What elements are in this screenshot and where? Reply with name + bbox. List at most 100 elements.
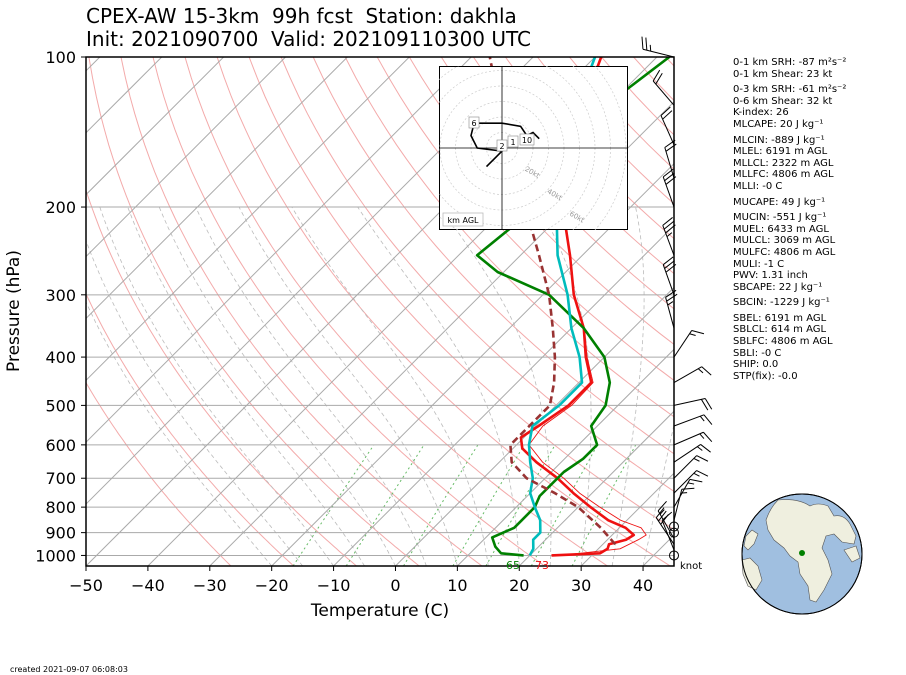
stat-line: MLLI: -0 C [733,180,783,192]
mixing-ratio-line [292,444,375,566]
moist-adiabat [538,206,592,566]
wind-barb [673,478,703,508]
wind-barb [669,521,679,532]
globe-land-west [743,529,759,551]
wind-barb [669,527,679,538]
wind-barb [662,217,676,256]
stat-line: 0-6 km Shear: 32 kt [733,95,833,107]
stat-line: STP(fix): -0.0 [733,370,798,382]
isotherm [86,57,224,196]
y-tick-label: 900 [45,524,76,543]
y-tick-label: 100 [45,48,76,67]
mixing-ratio-line [403,444,479,566]
wind-barb [669,550,679,561]
y-tick-label: 400 [45,348,76,367]
isotherm [457,348,674,566]
globe-land-africa-europe [765,499,857,603]
stat-line: MUCIN: -551 J kg⁻¹ [733,212,827,224]
wind-barb [673,444,711,463]
moist-adiabat [99,206,334,566]
dry-adiabat [344,57,674,418]
y-tick-label: 800 [45,498,76,517]
x-tick-label: 0 [390,576,400,595]
x-tick-label: 20 [509,576,529,595]
station-marker [799,550,805,556]
stat-line: SBEL: 6191 m AGL [733,312,827,324]
stat-line: SBLFC: 4806 m AGL [733,336,833,348]
dry-adiabat [440,57,674,310]
stat-line: MLLFC: 4806 m AGL [733,169,834,181]
moist-adiabat [158,206,396,566]
dry-adiabat [86,292,295,566]
isotherm [86,57,286,258]
stat-line: MUCAPE: 49 J kg⁻¹ [733,196,826,208]
surface-temperature-label: 73 [535,559,549,572]
created-timestamp: created 2021-09-07 06:08:03 [10,665,128,674]
y-tick-label: 1000 [35,546,76,565]
stat-line: SBLCL: 614 m AGL [733,324,827,336]
isotherm [86,57,348,320]
wind-barb [655,507,675,545]
moist-adiabat [127,206,365,566]
stat-line: SBLI: -0 C [733,347,782,359]
station-globe [741,493,863,615]
wind-barb [664,139,677,179]
hodograph-inset: 20kt40kt60kt80kt62110 km AGL [439,66,628,230]
y-tick-label: 300 [45,286,76,305]
isotherm [271,162,674,566]
isotherm [86,57,163,134]
chart-subtitle: Init: 2021090700 Valid: 202109110300 UTC [86,27,532,51]
wind-barb [673,366,712,384]
stat-line: SHIP: 0.0 [733,359,779,371]
hodograph-height-label: 10 [522,136,532,145]
dry-adiabat [86,188,357,566]
moist-adiabat [86,239,303,566]
isotherm [395,286,674,566]
isotherm [518,410,674,566]
chart-axes: −50 −40 −30 −20 −10 0 10 20 30 40 100 200 300 400 500 6… [35,48,653,595]
moist-adiabat [195,206,427,566]
x-tick-label: 10 [447,576,467,595]
mixing-ratio-line [571,444,637,566]
x-tick-label: −10 [317,576,351,595]
x-tick-label: 40 [633,576,653,595]
isotherm [86,57,472,443]
dry-adiabat [408,57,674,346]
wind-barb [657,501,675,539]
stat-line: MULCL: 3069 m AGL [733,235,836,247]
dry-adiabat [248,57,674,531]
dry-adiabat [152,57,546,566]
isotherm [86,57,410,382]
dry-adiabat [120,57,483,566]
wind-barb [673,414,713,427]
wind-barbs [641,36,713,566]
moist-adiabat [357,206,520,566]
stability-indices-panel: 0-1 km SRH: -87 m²s⁻² 0-1 km Shear: 23 kt… [733,57,903,382]
isotherm [209,101,674,566]
stat-line: MLLCL: 2322 m AGL [733,157,834,169]
stat-line: PWV: 1.31 inch [733,270,808,282]
wind-barb [673,329,705,358]
stat-line: 0-3 km SRH: -61 m²s⁻² [733,84,847,96]
wind-barb [641,36,675,58]
wind-barb [673,397,713,411]
wind-barb [673,455,709,479]
wind-unit-label: knot [680,561,702,572]
x-tick-label: −30 [193,576,227,595]
globe-land-south-america [741,557,763,591]
stat-line: MLCAPE: 20 J kg⁻¹ [733,118,824,130]
x-tick-label: −40 [131,576,165,595]
stat-line: MUEL: 6433 m AGL [733,223,829,235]
wind-barb [673,431,713,446]
wind-barb [662,256,677,295]
wind-barb [660,106,675,145]
wind-barb [652,69,675,106]
y-tick-label: 700 [45,469,76,488]
dry-adiabat [184,57,608,566]
virtual_temperature-line [528,294,647,556]
stat-line: K-index: 26 [733,107,789,119]
wind-barb [673,487,695,521]
y-tick-label: 500 [45,396,76,415]
moist-adiabat [291,206,489,566]
hodograph-height-label: 1 [510,138,515,147]
